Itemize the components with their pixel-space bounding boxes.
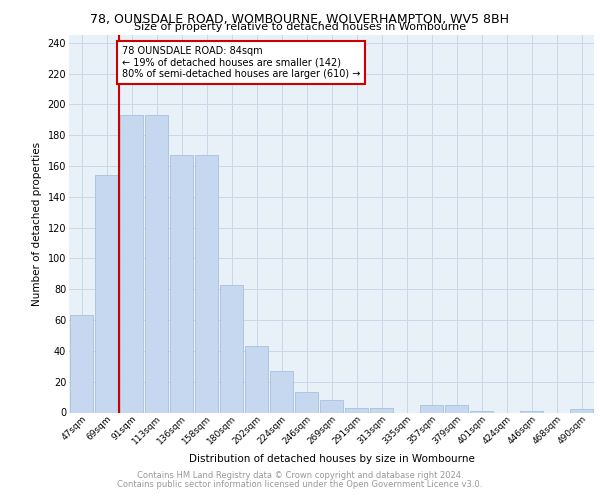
Text: Size of property relative to detached houses in Wombourne: Size of property relative to detached ho… xyxy=(134,22,466,32)
Bar xyxy=(70,316,93,412)
Bar xyxy=(95,175,118,412)
Bar xyxy=(320,400,343,412)
Text: Contains public sector information licensed under the Open Government Licence v3: Contains public sector information licen… xyxy=(118,480,482,489)
Bar xyxy=(270,371,293,412)
Text: Contains HM Land Registry data © Crown copyright and database right 2024.: Contains HM Land Registry data © Crown c… xyxy=(137,471,463,480)
X-axis label: Distribution of detached houses by size in Wombourne: Distribution of detached houses by size … xyxy=(188,454,475,464)
Bar xyxy=(420,405,443,412)
Bar xyxy=(145,115,168,412)
Bar xyxy=(520,411,543,412)
Bar xyxy=(195,155,218,412)
Bar xyxy=(295,392,318,412)
Bar xyxy=(345,408,368,412)
Bar xyxy=(445,405,468,412)
Y-axis label: Number of detached properties: Number of detached properties xyxy=(32,142,42,306)
Bar xyxy=(245,346,268,412)
Bar xyxy=(570,410,593,412)
Text: 78, OUNSDALE ROAD, WOMBOURNE, WOLVERHAMPTON, WV5 8BH: 78, OUNSDALE ROAD, WOMBOURNE, WOLVERHAMP… xyxy=(91,12,509,26)
Bar xyxy=(470,411,493,412)
Bar xyxy=(120,115,143,412)
Bar xyxy=(370,408,393,412)
Bar xyxy=(220,284,243,412)
Text: 78 OUNSDALE ROAD: 84sqm
← 19% of detached houses are smaller (142)
80% of semi-d: 78 OUNSDALE ROAD: 84sqm ← 19% of detache… xyxy=(121,46,360,79)
Bar xyxy=(170,155,193,412)
